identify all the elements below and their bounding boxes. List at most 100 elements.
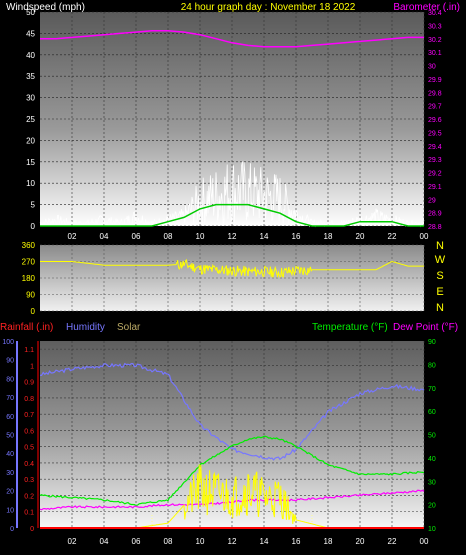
rainfall-tick-label: 0.9	[24, 380, 34, 387]
humidity-tick-label: 60	[6, 414, 14, 421]
time-tick-label: 16	[292, 537, 301, 546]
humidity-tick-label: 70	[6, 395, 14, 402]
temperature-tick-label: 80	[428, 362, 436, 369]
temperature-label: Temperature (°F)	[312, 322, 388, 333]
windspeed-tick-label: 0	[31, 222, 36, 231]
temperature-tick-label: 20	[428, 503, 436, 510]
wind-direction-line	[40, 258, 424, 278]
compass-n-bottom: N	[436, 302, 444, 314]
rainfall-label: Rainfall (.in)	[0, 322, 53, 333]
humidity-tick-label: 30	[6, 470, 14, 477]
time-tick-label: 10	[196, 232, 205, 241]
compass-n-top: N	[436, 240, 444, 252]
middle-chart-marks	[40, 258, 424, 278]
direction-tick-label: 270	[22, 258, 36, 267]
graph-date-title: 24 hour graph day : November 18 2022	[181, 2, 356, 13]
top-chart-marks	[39, 29, 425, 228]
windspeed-title: Windspeed (mph)	[6, 2, 85, 13]
time-tick-label: 02	[68, 537, 77, 546]
time-tick-label: 18	[324, 537, 333, 546]
compass-e: E	[436, 286, 443, 298]
time-tick-label: 16	[292, 232, 301, 241]
humidity-tick-label: 0	[10, 526, 14, 533]
humidity-line	[39, 362, 425, 461]
rainfall-tick-label: 0.2	[24, 493, 34, 500]
compass-s: S	[436, 270, 443, 282]
rainfall-tick-label: 0.8	[24, 396, 34, 403]
windspeed-tick-label: 35	[26, 72, 35, 81]
solar-label: Solar	[117, 322, 141, 333]
bottom-chart-marks	[39, 362, 425, 529]
direction-tick-label: 180	[22, 274, 36, 283]
windspeed-tick-label: 25	[26, 115, 35, 124]
humidity-tick-label: 10	[6, 507, 14, 514]
temperature-tick-label: 90	[428, 339, 436, 346]
barometer-tick-label: 29.5	[428, 130, 442, 137]
top-grid	[40, 11, 425, 227]
humidity-label: Humidity	[66, 322, 105, 333]
barometer-tick-label: 30	[428, 64, 436, 71]
time-tick-label: 12	[228, 537, 237, 546]
windspeed-tick-label: 10	[26, 179, 35, 188]
time-tick-label: 02	[68, 232, 77, 241]
time-tick-label: 04	[100, 537, 109, 546]
humidity-tick-label: 20	[6, 489, 14, 496]
time-tick-label: 12	[228, 232, 237, 241]
barometer-tick-label: 30.3	[428, 23, 442, 30]
direction-tick-label: 360	[22, 241, 36, 250]
windspeed-tick-label: 20	[26, 136, 35, 145]
direction-tick-label: 90	[26, 291, 35, 300]
time-tick-label: 04	[100, 232, 109, 241]
time-tick-label: 08	[164, 232, 173, 241]
humidity-tick-label: 50	[6, 433, 14, 440]
bottom-axis-labels: 0 0.1 0.2 0.3 0.4 0.5 0.6 0.7 0.8 0.9 1 1.1 0 10 20 30 4…	[2, 339, 436, 546]
time-tick-label: 20	[356, 232, 365, 241]
barometer-tick-label: 30.2	[428, 37, 442, 44]
temperature-tick-label: 10	[428, 526, 436, 533]
time-tick-label: 22	[388, 537, 397, 546]
barometer-tick-label: 29.2	[428, 171, 442, 178]
rainfall-tick-label: 1.1	[24, 347, 34, 354]
time-tick-label: 08	[164, 537, 173, 546]
direction-tick-label: 0	[31, 307, 36, 316]
time-tick-label: 20	[356, 537, 365, 546]
temperature-tick-label: 50	[428, 433, 436, 440]
windspeed-tick-label: 40	[26, 51, 35, 60]
barometer-tick-label: 29.3	[428, 157, 442, 164]
barometer-tick-label: 30.4	[428, 10, 442, 17]
time-tick-label: 00	[420, 537, 429, 546]
rainfall-tick-label: 0.7	[24, 412, 34, 419]
rainfall-tick-label: 0.6	[24, 428, 34, 435]
barometer-tick-label: 29.9	[428, 77, 442, 84]
top-axis-labels: 0 5 10 15 20 25 30 35 40 45 50 28.8 28.9 29 29.1 29.2 29…	[26, 8, 442, 241]
humidity-tick-label: 90	[6, 358, 14, 365]
middle-grid	[40, 244, 425, 312]
barometer-tick-label: 28.9	[428, 211, 442, 218]
temperature-tick-label: 70	[428, 386, 436, 393]
humidity-tick-label: 40	[6, 451, 14, 458]
rainfall-tick-label: 0.4	[24, 461, 34, 468]
time-tick-label: 10	[196, 537, 205, 546]
dewpoint-label: Dew Point (°F)	[393, 322, 458, 333]
windspeed-line	[39, 161, 425, 228]
time-tick-label: 18	[324, 232, 333, 241]
humidity-tick-label: 80	[6, 376, 14, 383]
windspeed-tick-label: 45	[26, 29, 35, 38]
barometer-tick-label: 29	[428, 197, 436, 204]
temperature-tick-label: 60	[428, 409, 436, 416]
rainfall-tick-label: 1	[30, 363, 34, 370]
barometer-tick-label: 29.6	[428, 117, 442, 124]
rainfall-tick-label: 0	[30, 526, 34, 533]
temperature-line	[39, 435, 424, 507]
time-tick-label: 00	[420, 232, 429, 241]
windspeed-tick-label: 15	[26, 158, 35, 167]
barometer-tick-label: 29.1	[428, 184, 442, 191]
wind-average-line	[40, 203, 424, 227]
temperature-tick-label: 30	[428, 479, 436, 486]
barometer-tick-label: 30.1	[428, 50, 442, 57]
rainfall-tick-label: 0.5	[24, 445, 34, 452]
time-tick-label: 14	[260, 232, 269, 241]
middle-axis-labels: 0 90 180 270 360	[22, 241, 36, 316]
